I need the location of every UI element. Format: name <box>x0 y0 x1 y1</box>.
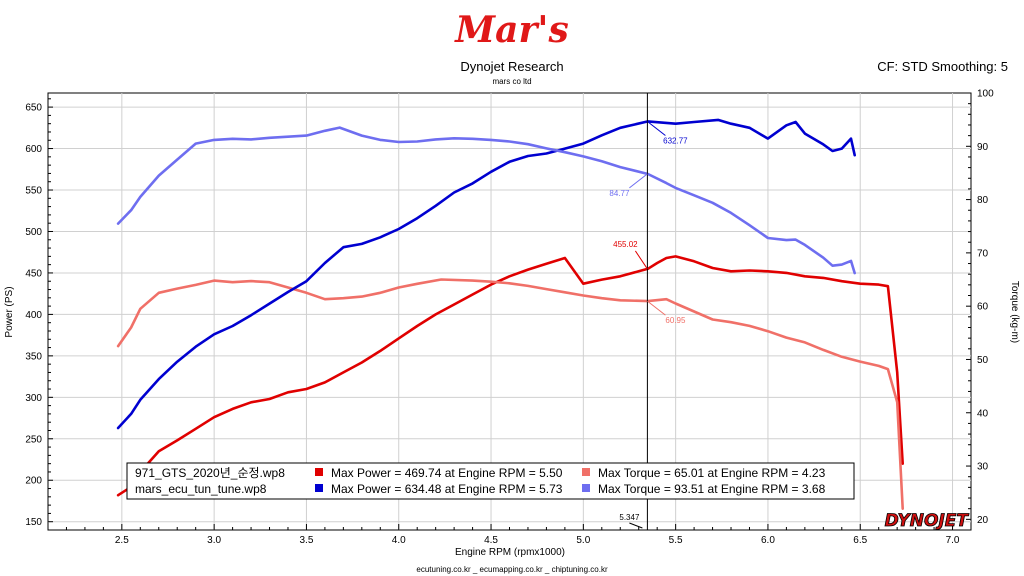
x-axis: 2.5 3.0 3.5 4.0 4.5 5.0 5.5 6.0 6.5 7.0 <box>47 524 972 546</box>
annotation-label: 84.77 <box>609 189 630 198</box>
legend-swatch-power-1 <box>315 468 323 476</box>
annotation-pointer <box>634 250 648 270</box>
y-right-tick-label: 60 <box>977 302 989 313</box>
y-axis-right: 20 30 40 50 60 70 80 90 100 <box>966 89 994 526</box>
series-tuned-power <box>116 118 857 430</box>
annotation-label: 632.77 <box>663 136 688 145</box>
x-tick-label: 7.0 <box>946 535 960 546</box>
y-left-axis-title: Power (PS) <box>4 286 15 337</box>
y-right-axis-title: Torque (kg-m) <box>1009 281 1020 343</box>
y-left-tick-label: 600 <box>25 144 42 155</box>
legend-swatch-power-2 <box>315 484 323 492</box>
series-stock-power <box>116 255 905 497</box>
y-right-tick-label: 50 <box>977 355 989 366</box>
y-left-tick-label: 200 <box>25 476 42 487</box>
legend-swatch-torque-2 <box>582 484 590 492</box>
legend-power-1: Max Power = 469.74 at Engine RPM = 5.50 <box>331 466 563 480</box>
y-right-tick-label: 80 <box>977 195 989 206</box>
y-left-tick-label: 400 <box>25 310 42 321</box>
chart-subtitle: mars co ltd <box>492 77 531 86</box>
y-left-tick-label: 450 <box>25 268 42 279</box>
x-tick-label: 4.0 <box>392 535 406 546</box>
y-left-tick-label: 500 <box>25 227 42 238</box>
x-tick-label: 6.0 <box>761 535 775 546</box>
x-tick-label: 4.5 <box>484 535 498 546</box>
y-left-tick-label: 250 <box>25 434 42 445</box>
x-axis-title: Engine RPM (rpmx1000) <box>455 547 565 558</box>
y-left-tick-label: 300 <box>25 393 42 404</box>
grid <box>48 93 971 530</box>
cursor-rpm-label: 5.347 <box>619 513 640 522</box>
series-stock-torque <box>116 278 905 511</box>
x-tick-label: 5.5 <box>669 535 683 546</box>
x-tick-label: 5.0 <box>576 535 590 546</box>
y-right-tick-label: 90 <box>977 142 989 153</box>
series-group <box>116 118 905 511</box>
y-axis-left: 150 200 250 300 350 400 450 500 550 600 650 <box>25 98 53 528</box>
footer-links: ecutuning.co.kr _ ecumapping.co.kr _ chi… <box>416 565 608 574</box>
mars-logo: Mar's <box>453 9 568 51</box>
legend: 971_GTS_2020년_순정.wp8 Max Power = 469.74 … <box>126 462 855 500</box>
y-right-tick-label: 20 <box>977 515 989 526</box>
y-left-tick-label: 350 <box>25 351 42 362</box>
dynojet-logo: DYNOJET <box>885 511 970 531</box>
cursor-rpm-pointer <box>629 522 643 529</box>
annotation-pointer <box>647 300 666 316</box>
annotation-label: 455.02 <box>613 240 638 249</box>
y-right-tick-label: 100 <box>977 89 994 100</box>
y-left-tick-label: 550 <box>25 186 42 197</box>
chart-title: Dynojet Research <box>460 59 563 74</box>
settings-label: CF: STD Smoothing: 5 <box>877 59 1008 74</box>
rpm-cursor: 5.347 632.77 84.77 455.02 60.95 <box>609 93 688 530</box>
plot-frame <box>47 92 972 531</box>
legend-power-2: Max Power = 634.48 at Engine RPM = 5.73 <box>331 482 563 496</box>
x-tick-label: 3.0 <box>207 535 221 546</box>
y-right-tick-label: 30 <box>977 462 989 473</box>
legend-box <box>126 462 855 500</box>
series-tuned-torque <box>116 126 857 275</box>
legend-torque-2: Max Torque = 93.51 at Engine RPM = 3.68 <box>598 482 826 496</box>
y-right-tick-label: 40 <box>977 408 989 419</box>
y-left-tick-label: 650 <box>25 103 42 114</box>
legend-swatch-torque-1 <box>582 468 590 476</box>
y-right-tick-label: 70 <box>977 248 989 259</box>
legend-file-2: mars_ecu_tun_tune.wp8 <box>135 482 267 496</box>
x-tick-label: 6.5 <box>853 535 867 546</box>
annotation-label: 60.95 <box>665 316 686 325</box>
legend-torque-1: Max Torque = 65.01 at Engine RPM = 4.23 <box>598 466 826 480</box>
x-tick-label: 3.5 <box>299 535 313 546</box>
x-tick-label: 2.5 <box>115 535 129 546</box>
annotation-pointer <box>647 121 666 136</box>
y-left-tick-label: 150 <box>25 517 42 528</box>
annotation-pointer <box>629 173 648 189</box>
legend-file-1: 971_GTS_2020년_순정.wp8 <box>135 466 285 480</box>
